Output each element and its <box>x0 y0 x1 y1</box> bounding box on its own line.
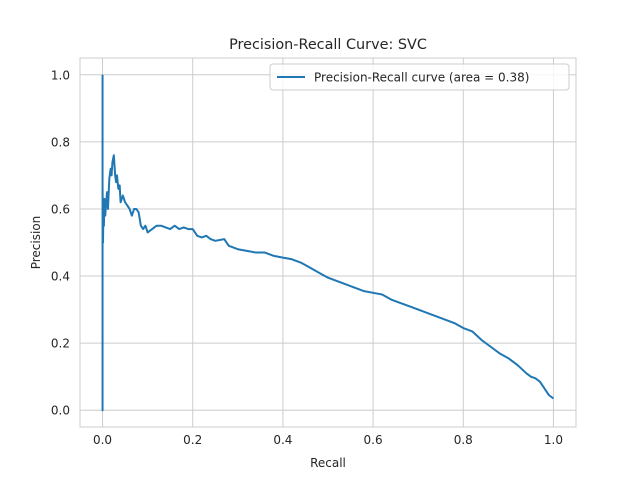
y-tick-label: 0.2 <box>51 337 70 351</box>
x-tick-label: 0.0 <box>93 433 112 447</box>
y-tick-label: 0.4 <box>51 270 70 284</box>
grid <box>80 58 576 427</box>
y-tick-label: 0.8 <box>51 135 70 149</box>
x-tick-label: 0.4 <box>273 433 292 447</box>
y-axis-label: Precision <box>29 216 43 270</box>
x-tick-label: 1.0 <box>544 433 563 447</box>
series-layer <box>101 74 555 412</box>
x-tick-label: 0.8 <box>454 433 473 447</box>
y-tick-labels: 0.0 0.2 0.4 0.6 0.8 1.0 <box>51 68 70 417</box>
plot-area <box>80 58 576 427</box>
x-tick-labels: 0.0 0.2 0.4 0.6 0.8 1.0 <box>93 433 563 447</box>
x-axis-label: Recall <box>310 456 346 470</box>
plot-frame <box>79 57 577 428</box>
y-tick-label: 0.0 <box>51 404 70 418</box>
y-tick-label: 1.0 <box>51 68 70 82</box>
y-tick-label: 0.6 <box>51 202 70 216</box>
x-tick-label: 0.6 <box>364 433 383 447</box>
chart-title: Precision-Recall Curve: SVC <box>229 37 427 53</box>
x-tick-label: 0.2 <box>183 433 202 447</box>
series-line <box>101 74 555 412</box>
legend-label: Precision-Recall curve (area = 0.38) <box>314 71 529 85</box>
legend: Precision-Recall curve (area = 0.38) <box>269 63 570 91</box>
legend-box <box>269 63 570 91</box>
